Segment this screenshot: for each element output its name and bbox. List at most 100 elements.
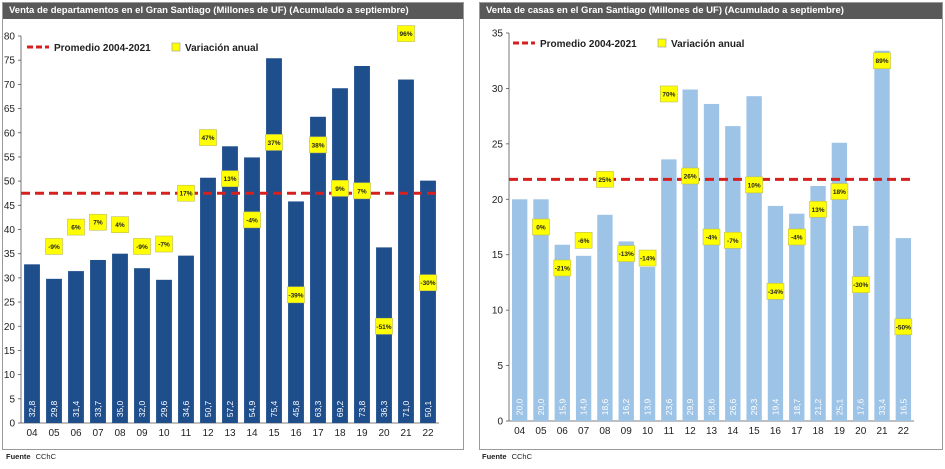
- bar-value-label: 36,3: [379, 400, 389, 417]
- y-tick-label: 75: [4, 56, 16, 67]
- variation-label: -30%: [853, 282, 868, 289]
- variation-label: -34%: [768, 289, 783, 296]
- variation-box: [660, 85, 678, 103]
- y-tick-label: 25: [492, 139, 504, 150]
- bar: [68, 271, 84, 423]
- variation-box: [45, 238, 63, 255]
- x-tick-label: 14: [727, 426, 739, 437]
- bar: [874, 50, 890, 421]
- variation-label: -7%: [158, 242, 170, 249]
- x-tick-label: 04: [514, 426, 526, 437]
- bar-value-label: 73,8: [357, 400, 367, 417]
- bar: [618, 241, 634, 421]
- y-tick-label: 30: [492, 84, 504, 95]
- bar: [156, 279, 172, 423]
- source-value: CChC: [511, 452, 533, 461]
- houses-source-note: Fuente CChC: [482, 452, 532, 461]
- variation-label: -9%: [48, 244, 60, 251]
- bar-value-label: 63,3: [313, 400, 323, 417]
- bar: [554, 244, 570, 421]
- x-tick-label: 07: [92, 428, 104, 439]
- variation-box: [830, 183, 849, 200]
- bar: [376, 247, 392, 423]
- variation-label: 7%: [93, 220, 103, 227]
- variation-box: [574, 232, 593, 249]
- x-tick-label: 04: [26, 428, 38, 439]
- variation-label: 25%: [598, 177, 611, 184]
- bar-value-label: 16,2: [621, 398, 631, 415]
- bar-value-label: 32,8: [27, 400, 37, 417]
- x-tick-label: 22: [422, 428, 434, 439]
- bar: [354, 65, 370, 424]
- variation-box: [873, 52, 891, 70]
- bar-value-label: 15,9: [557, 398, 567, 415]
- variation-box: [199, 129, 217, 146]
- bar: [810, 185, 826, 421]
- y-tick-label: 40: [4, 225, 16, 236]
- x-tick-label: 11: [181, 428, 192, 439]
- variation-box: [287, 286, 305, 304]
- y-tick-label: 10: [4, 370, 16, 381]
- source-value: CChC: [35, 452, 57, 461]
- x-tick-label: 18: [813, 426, 825, 437]
- variation-box: [766, 282, 785, 300]
- variation-label: 96%: [399, 31, 412, 38]
- variation-label: -51%: [376, 324, 391, 331]
- bar: [266, 58, 282, 423]
- variation-label: 38%: [311, 142, 324, 149]
- bar: [831, 142, 848, 421]
- dept-chart-panel: Venta de departamentos en el Gran Santia…: [2, 2, 464, 450]
- bar: [789, 213, 805, 421]
- x-tick-label: 21: [876, 426, 888, 437]
- bar: [90, 259, 106, 423]
- bar-value-label: 25,1: [834, 398, 844, 415]
- x-tick-label: 09: [621, 426, 633, 437]
- bar: [597, 214, 613, 421]
- y-tick-label: 30: [4, 273, 16, 284]
- bar-value-label: 29,9: [685, 398, 695, 415]
- variation-box: [702, 228, 721, 246]
- variation-label: 18%: [833, 189, 846, 196]
- legend-variation-swatch: [171, 42, 181, 52]
- variation-label: 0%: [536, 225, 546, 232]
- source-label: Fuente: [6, 452, 31, 461]
- bar: [533, 199, 549, 421]
- y-tick-label: 55: [4, 152, 16, 163]
- houses-chart-title: Venta de casas en el Gran Santiago (Mill…: [480, 3, 942, 19]
- variation-label: 13%: [223, 176, 236, 183]
- y-tick-label: 20: [4, 322, 16, 333]
- variation-box: [221, 170, 239, 188]
- bar-value-label: 28,6: [707, 398, 717, 415]
- variation-box: [617, 245, 636, 262]
- variation-box: [787, 228, 806, 246]
- y-tick-label: 70: [4, 80, 16, 91]
- dept-sales-chart: 0510152025303540455055606570758032,80429…: [4, 25, 439, 439]
- bar: [222, 146, 238, 424]
- variation-label: 6%: [71, 225, 81, 232]
- variation-box: [375, 317, 393, 335]
- x-tick-label: 10: [158, 428, 170, 439]
- bar: [112, 253, 128, 423]
- bar-value-label: 23,6: [664, 398, 674, 415]
- bar: [200, 177, 216, 423]
- x-tick-label: 18: [334, 428, 346, 439]
- legend-variation-swatch: [657, 38, 667, 48]
- variation-label: 13%: [812, 207, 825, 214]
- x-tick-label: 08: [599, 426, 611, 437]
- variation-label: -4%: [246, 217, 258, 224]
- bar-value-label: 45,8: [291, 400, 301, 417]
- variation-label: -14%: [640, 256, 655, 263]
- variation-box: [638, 249, 657, 267]
- y-tick-label: 80: [4, 32, 16, 43]
- variation-label: 9%: [335, 186, 345, 193]
- bar-value-label: 35,0: [115, 400, 125, 417]
- variation-label: -39%: [288, 292, 303, 299]
- bar: [244, 157, 260, 423]
- x-tick-label: 20: [855, 426, 867, 437]
- variation-label: 70%: [662, 91, 675, 98]
- legend-average-label: Promedio 2004-2021: [54, 43, 151, 54]
- legend-variation-label: Variación anual: [671, 39, 745, 50]
- variation-box: [724, 232, 742, 249]
- houses-sales-chart: 0510152025303520,00420,00515,90614,90718…: [492, 29, 914, 437]
- variation-label: 37%: [267, 140, 280, 147]
